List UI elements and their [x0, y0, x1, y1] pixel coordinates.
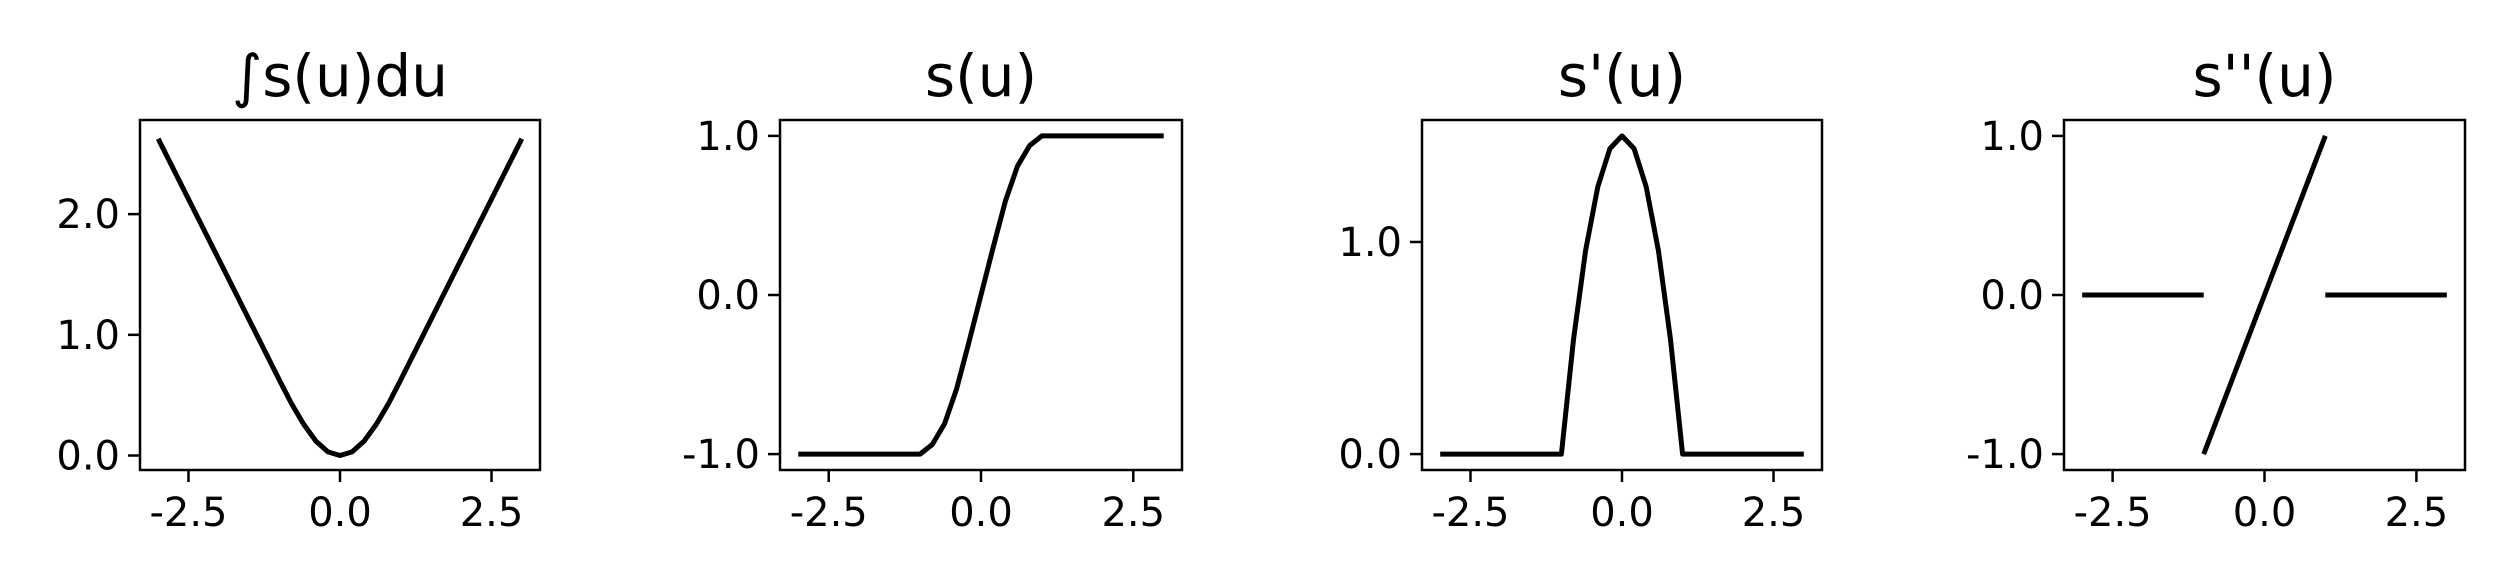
y-tick-label: 0.0	[56, 434, 120, 480]
subplot-3: s'(u) -2.5 0.0 2.5 0.0 1.0	[1338, 42, 1824, 536]
subplot-title: s''(u)	[2192, 42, 2336, 110]
plot-frame	[138, 118, 542, 472]
x-tick-label: 0.0	[2233, 490, 2297, 536]
y-tick-label: 0.0	[1980, 273, 2044, 319]
x-tick-label: -2.5	[2074, 490, 2152, 536]
subplot-title: s(u)	[925, 42, 1037, 110]
y-tick-label: 1.0	[696, 114, 760, 160]
subplot-title: s'(u)	[1558, 42, 1686, 110]
x-tick-label: 2.5	[1101, 490, 1165, 536]
x-tick-label: 2.5	[460, 490, 524, 536]
subplot-4: s''(u) -2.5 0.0 2.5 -1.0 0.0 1.0	[1966, 42, 2467, 536]
subplot-2: s(u) -2.5 0.0 2.5 -1.0 0.0 1.0	[682, 42, 1184, 536]
y-tick-label: -1.0	[1966, 432, 2044, 478]
y-tick-label: 1.0	[1980, 114, 2044, 160]
series-line-2	[2201, 135, 2328, 455]
y-tick-label: -1.0	[682, 432, 760, 478]
y-tick-label: 2.0	[56, 192, 120, 238]
x-tick-label: -2.5	[1431, 490, 1509, 536]
x-tick-label: 2.5	[1742, 490, 1806, 536]
x-tick-label: 2.5	[2385, 490, 2449, 536]
y-tick-label: 0.0	[696, 273, 760, 319]
subplot-1: ∫s(u)du -2.5 0.0 2.5 0.0 1.0 2.0	[56, 42, 542, 536]
y-tick-label: 0.0	[1338, 432, 1402, 478]
series-line-1	[798, 133, 1164, 457]
x-tick-label: 0.0	[949, 490, 1013, 536]
series-line-1	[155, 137, 525, 458]
x-tick-label: -2.5	[149, 490, 227, 536]
x-tick-label: 0.0	[1590, 490, 1654, 536]
subplot-title: ∫s(u)du	[232, 42, 448, 110]
series-line-1	[1440, 133, 1804, 457]
y-tick-label: 1.0	[1338, 220, 1402, 266]
plot-frame	[1420, 118, 1824, 472]
y-tick-label: 1.0	[56, 313, 120, 359]
x-tick-label: -2.5	[790, 490, 868, 536]
x-tick-label: 0.0	[308, 490, 372, 536]
